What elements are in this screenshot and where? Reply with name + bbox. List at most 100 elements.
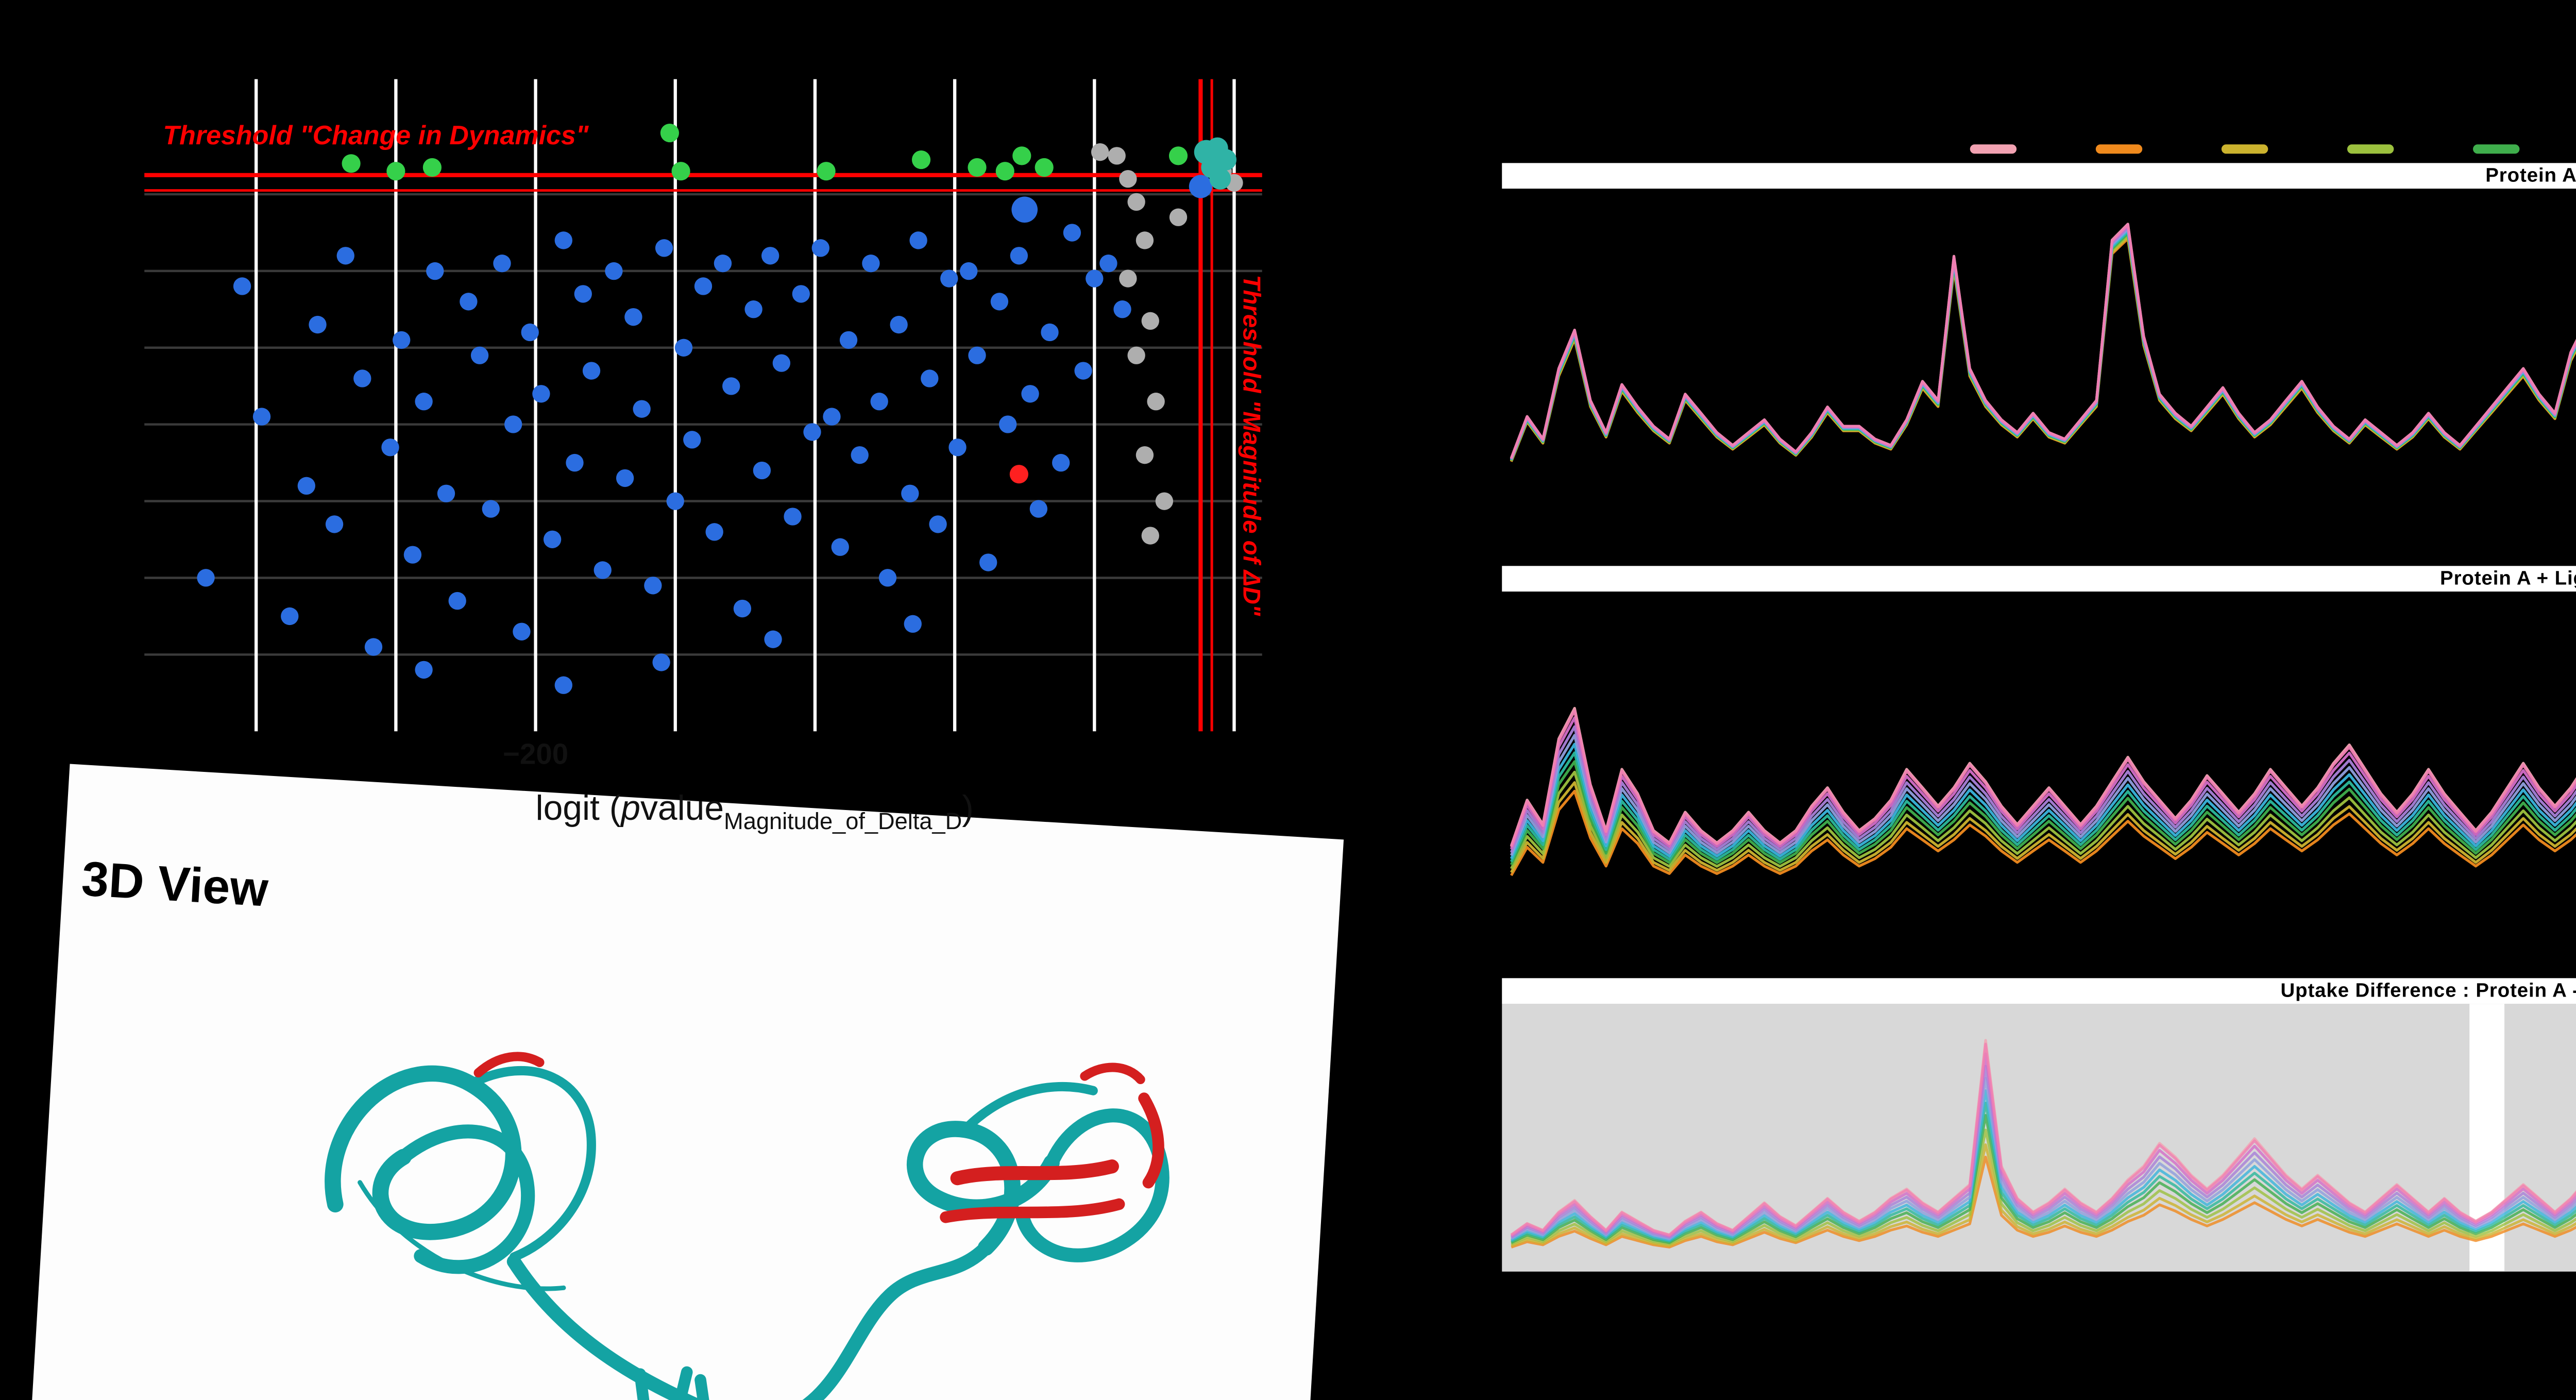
scatter-point-non-significant[interactable] [694, 277, 713, 295]
scatter-point-change-in-dynamics[interactable] [968, 158, 987, 177]
scatter-point-non-significant[interactable] [1021, 385, 1039, 403]
scatter-point-non-significant[interactable] [415, 393, 433, 411]
3d-view-panel[interactable]: 3D View [27, 764, 1344, 1400]
legend-swatch[interactable] [2347, 143, 2394, 154]
scatter-point-non-significant[interactable] [909, 231, 927, 249]
scatter-point-non-significant[interactable] [811, 239, 829, 257]
legend-swatch[interactable] [2095, 143, 2143, 154]
scatter-point-non-significant[interactable] [1041, 323, 1059, 342]
scatter-point-non-significant[interactable] [870, 393, 888, 411]
scatter-point-non-significant[interactable] [415, 661, 433, 679]
scatter-point-non-significant[interactable] [803, 423, 821, 441]
series-line[interactable] [1510, 642, 2576, 850]
scatter-point-non-significant[interactable] [521, 323, 539, 342]
scatter-point-non-significant[interactable] [448, 592, 466, 610]
scatter-point-non-significant[interactable] [1063, 224, 1081, 242]
series-line[interactable] [1510, 1052, 2576, 1238]
scatter-point-change-in-dynamics[interactable] [1012, 146, 1031, 165]
series-line[interactable] [1510, 743, 2576, 876]
scatter-point-magnitude-only[interactable] [1127, 193, 1145, 211]
scatter-point-non-significant[interactable] [325, 515, 344, 533]
series-line[interactable] [1511, 1089, 2576, 1242]
scatter-point-change-in-dynamics[interactable] [342, 154, 361, 173]
scatter-point-non-significant[interactable] [904, 615, 922, 633]
series-line[interactable] [1510, 1065, 2576, 1239]
scatter-point-non-significant[interactable] [784, 508, 802, 526]
scatter-point-change-in-dynamics[interactable] [386, 162, 405, 181]
series-line[interactable] [1510, 632, 2576, 848]
series-line[interactable] [1511, 1143, 2576, 1247]
scatter-point-non-significant[interactable] [705, 523, 723, 541]
scatter-point-non-significant[interactable] [1010, 247, 1028, 265]
scatter-point-magnitude-only[interactable] [1127, 346, 1145, 364]
scatter-point-non-significant[interactable] [851, 446, 869, 464]
scatter-point-non-significant[interactable] [566, 453, 584, 472]
series-line[interactable] [1510, 1042, 2576, 1237]
scatter-point-significant-both[interactable] [1209, 168, 1231, 190]
scatter-point-non-significant[interactable] [839, 331, 858, 349]
scatter-point-non-significant[interactable] [582, 362, 601, 380]
legend-swatch[interactable] [2473, 143, 2520, 154]
legend-swatch[interactable] [2221, 143, 2268, 154]
scatter-point-non-significant[interactable] [513, 622, 531, 640]
series-line[interactable] [1511, 1101, 2576, 1243]
scatter-point-non-significant[interactable] [233, 277, 251, 295]
scatter-point-non-significant[interactable] [652, 653, 670, 671]
series-line[interactable] [1510, 237, 2576, 485]
scatter-point-non-significant[interactable] [543, 530, 562, 548]
scatter-point-non-significant[interactable] [655, 239, 673, 257]
scatter-point-change-in-dynamics[interactable] [817, 162, 836, 181]
scatter-point-magnitude-only[interactable] [1155, 492, 1174, 510]
scatter-point-change-in-dynamics[interactable] [1168, 146, 1188, 165]
scatter-point-magnitude-only[interactable] [1169, 208, 1188, 226]
series-line[interactable] [1510, 629, 2576, 847]
scatter-point-non-significant[interactable] [493, 255, 511, 273]
series-line[interactable] [1510, 702, 2576, 866]
scatter-point-non-significant[interactable] [504, 415, 522, 433]
series-line[interactable] [1511, 1077, 2576, 1240]
legend-swatch[interactable] [1970, 143, 2017, 154]
scatter-point-magnitude-only[interactable] [1108, 147, 1126, 165]
series-line[interactable] [1510, 678, 2576, 859]
scatter-point-non-significant[interactable] [616, 469, 634, 487]
volcano-plot[interactable]: Threshold "Change in Dynamics" Threshold… [79, 51, 1383, 843]
scatter-point-magnitude-only[interactable] [1147, 393, 1165, 411]
scatter-point-non-significant[interactable] [381, 438, 399, 457]
scatter-point-non-significant[interactable] [823, 408, 841, 426]
scatter-point-non-significant[interactable] [753, 461, 771, 480]
scatter-point-non-significant[interactable] [968, 346, 986, 364]
scatter-point-non-significant[interactable] [281, 607, 299, 626]
scatter-point-magnitude-only[interactable] [1119, 170, 1137, 188]
scatter-point-change-in-dynamics[interactable] [1035, 158, 1054, 177]
scatter-point-non-significant[interactable] [1029, 500, 1048, 518]
uptake-plot-protein-a-ligand[interactable] [1502, 592, 2576, 936]
scatter-point-non-significant[interactable] [482, 500, 500, 518]
scatter-point-non-significant[interactable] [252, 408, 271, 426]
scatter-point-non-significant[interactable] [1086, 269, 1104, 288]
scatter-point-non-significant[interactable] [764, 630, 782, 648]
series-line[interactable] [1510, 223, 2576, 459]
scatter-point-non-significant[interactable] [998, 415, 1017, 433]
scatter-point-non-significant[interactable] [594, 561, 612, 579]
scatter-point-non-significant[interactable] [772, 354, 791, 372]
scatter-point-non-significant[interactable] [633, 400, 651, 418]
scatter-point-non-significant[interactable] [1189, 175, 1213, 198]
protein-structure[interactable] [156, 892, 1283, 1400]
series-line[interactable] [1511, 1155, 2576, 1249]
series-line[interactable] [1510, 235, 2576, 480]
scatter-point-non-significant[interactable] [1011, 196, 1038, 223]
scatter-point-non-significant[interactable] [644, 577, 662, 595]
series-line[interactable] [1511, 1114, 2576, 1244]
scatter-point-significant-red[interactable] [1009, 465, 1028, 484]
scatter-point-non-significant[interactable] [674, 339, 693, 357]
scatter-point-non-significant[interactable] [554, 676, 572, 694]
scatter-point-non-significant[interactable] [744, 300, 762, 318]
series-line[interactable] [1510, 690, 2576, 863]
scatter-point-non-significant[interactable] [666, 492, 684, 510]
scatter-point-change-in-dynamics[interactable] [660, 124, 679, 143]
scatter-point-non-significant[interactable] [878, 569, 897, 587]
scatter-point-non-significant[interactable] [722, 377, 740, 395]
scatter-point-non-significant[interactable] [960, 262, 978, 280]
scatter-point-non-significant[interactable] [929, 515, 947, 533]
scatter-point-non-significant[interactable] [862, 255, 880, 273]
